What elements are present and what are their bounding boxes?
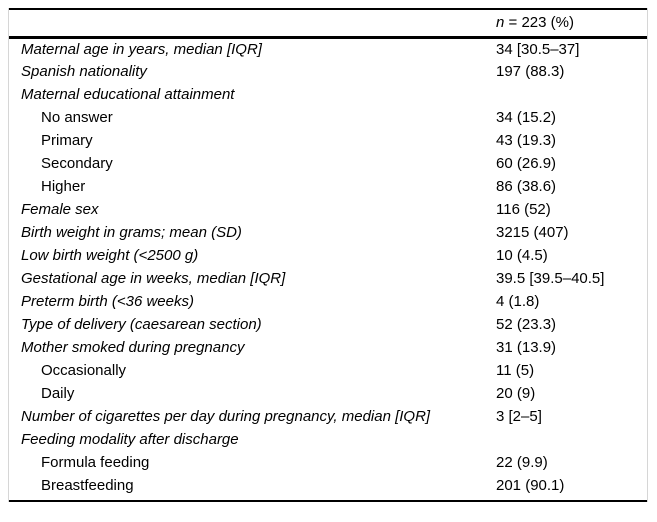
- row-label: Birth weight in grams; mean (SD): [21, 224, 242, 241]
- table-row: Type of delivery (caesarean section) 52 …: [9, 313, 647, 336]
- row-value: 31 (13.9): [496, 339, 557, 356]
- row-value: 201 (90.1): [496, 477, 565, 494]
- row-value: 60 (26.9): [496, 155, 557, 172]
- table-row: Primary 43 (19.3): [9, 129, 647, 152]
- row-value: 20 (9): [496, 385, 536, 402]
- table-row: Gestational age in weeks, median [IQR] 3…: [9, 267, 647, 290]
- row-value: 3215 (407): [496, 224, 569, 241]
- row-label: Breastfeeding: [41, 477, 134, 494]
- table-row: Preterm birth (<36 weeks) 4 (1.8): [9, 290, 647, 313]
- row-value: 22 (9.9): [496, 454, 548, 471]
- row-label: Formula feeding: [41, 454, 150, 471]
- row-value: 43 (19.3): [496, 132, 557, 149]
- bottom-spacer-row: [9, 497, 647, 501]
- row-label: Number of cigarettes per day during preg…: [21, 408, 431, 425]
- table-row: Mother smoked during pregnancy 31 (13.9): [9, 336, 647, 359]
- row-label: Maternal age in years, median [IQR]: [21, 40, 262, 58]
- row-label: Female sex: [21, 201, 99, 218]
- row-value: 10 (4.5): [496, 247, 548, 264]
- row-label: Primary: [41, 132, 93, 149]
- row-label: Secondary: [41, 155, 113, 172]
- row-label: Feeding modality after discharge: [21, 431, 239, 448]
- row-label: Type of delivery (caesarean section): [21, 316, 262, 333]
- row-label: Gestational age in weeks, median [IQR]: [21, 270, 286, 287]
- row-value: 11 (5): [496, 362, 535, 379]
- row-value: 34 (15.2): [496, 109, 557, 126]
- row-label: Higher: [41, 178, 86, 195]
- row-label: Mother smoked during pregnancy: [21, 339, 245, 356]
- table-row: Feeding modality after discharge: [9, 428, 647, 451]
- row-value: 4 (1.8): [496, 293, 540, 310]
- table-header-row: n = 223 (%): [9, 8, 647, 39]
- row-value: 39.5 [39.5–40.5]: [496, 270, 605, 287]
- header-n-symbol: n: [496, 14, 505, 32]
- table-row: No answer 34 (15.2): [9, 106, 647, 129]
- row-value: 52 (23.3): [496, 316, 557, 333]
- table-body: Maternal age in years, median [IQR] 34 […: [9, 37, 647, 501]
- row-label: Spanish nationality: [21, 63, 147, 80]
- table-row: Low birth weight (<2500 g) 10 (4.5): [9, 244, 647, 267]
- row-label: No answer: [41, 109, 113, 126]
- table-row: Spanish nationality 197 (88.3): [9, 60, 647, 83]
- table-row: Daily 20 (9): [9, 382, 647, 405]
- row-label: Occasionally: [41, 362, 127, 379]
- row-value: 86 (38.6): [496, 178, 557, 195]
- table-row: Occasionally 11 (5): [9, 359, 647, 382]
- table-row: Maternal age in years, median [IQR] 34 […: [9, 37, 647, 60]
- row-value: 116 (52): [496, 201, 551, 218]
- header-empty-cell: [9, 8, 496, 39]
- row-label: Preterm birth (<36 weeks): [21, 293, 194, 310]
- row-label: Daily: [41, 385, 75, 402]
- table-row: Higher 86 (38.6): [9, 175, 647, 198]
- table-row: Breastfeeding 201 (90.1): [9, 474, 647, 497]
- summary-table: n = 223 (%) Maternal age in years, media…: [9, 8, 647, 502]
- row-label: Low birth weight (<2500 g): [21, 247, 199, 264]
- row-value: [496, 83, 647, 106]
- header-n-rest: = 223 (%): [504, 14, 574, 32]
- row-value: [496, 428, 647, 451]
- header-value-label: n = 223 (%): [496, 8, 647, 39]
- paper-table-frame: n = 223 (%) Maternal age in years, media…: [8, 8, 648, 502]
- table-row: Female sex 116 (52): [9, 198, 647, 221]
- row-value: 34 [30.5–37]: [496, 40, 580, 58]
- row-value: 197 (88.3): [496, 63, 565, 80]
- row-label: Maternal educational attainment: [21, 86, 235, 103]
- table-row: Formula feeding 22 (9.9): [9, 451, 647, 474]
- table-row: Birth weight in grams; mean (SD) 3215 (4…: [9, 221, 647, 244]
- table-row: Maternal educational attainment: [9, 83, 647, 106]
- row-value: 3 [2–5]: [496, 408, 542, 425]
- table-row: Secondary 60 (26.9): [9, 152, 647, 175]
- table-row: Number of cigarettes per day during preg…: [9, 405, 647, 428]
